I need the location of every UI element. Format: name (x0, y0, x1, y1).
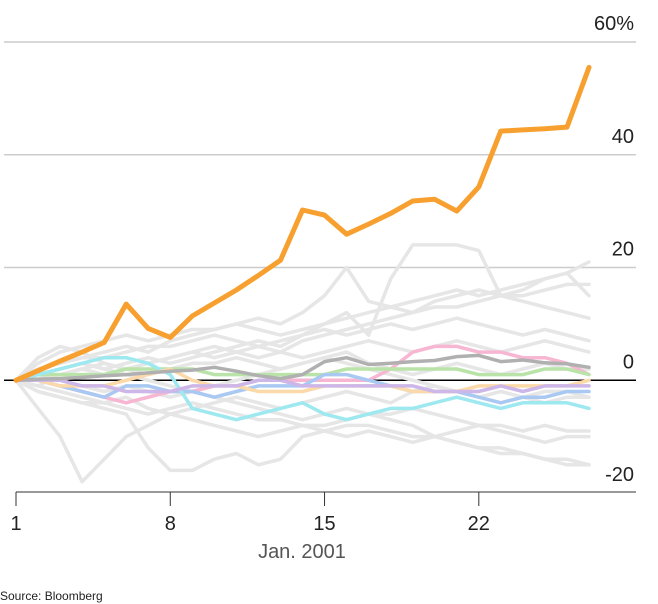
x-tick-label: 22 (468, 513, 490, 535)
series-line (14, 367, 591, 394)
y-tick-label: -20 (605, 464, 634, 486)
x-axis-label: Jan. 2001 (258, 541, 346, 563)
series-line (14, 355, 591, 422)
series-line (13, 64, 592, 383)
series-line (14, 378, 591, 394)
series-line (14, 271, 591, 383)
series-line (14, 344, 591, 405)
series-line (14, 265, 591, 383)
y-tick-label: 0 (623, 351, 634, 373)
x-tick-label: 15 (313, 513, 335, 535)
x-tick-label: 1 (10, 513, 21, 535)
y-tick-label: 40 (612, 126, 634, 148)
series-line (14, 361, 591, 467)
x-tick-label: 8 (165, 513, 176, 535)
series-line (14, 350, 591, 399)
source: Source: Bloomberg (0, 589, 103, 603)
series-line (14, 316, 591, 383)
series-line (14, 378, 591, 473)
series-line (14, 378, 591, 439)
series-line (14, 353, 591, 383)
y-tick-label: 60% (594, 13, 634, 35)
y-tick-label: 20 (612, 239, 634, 261)
